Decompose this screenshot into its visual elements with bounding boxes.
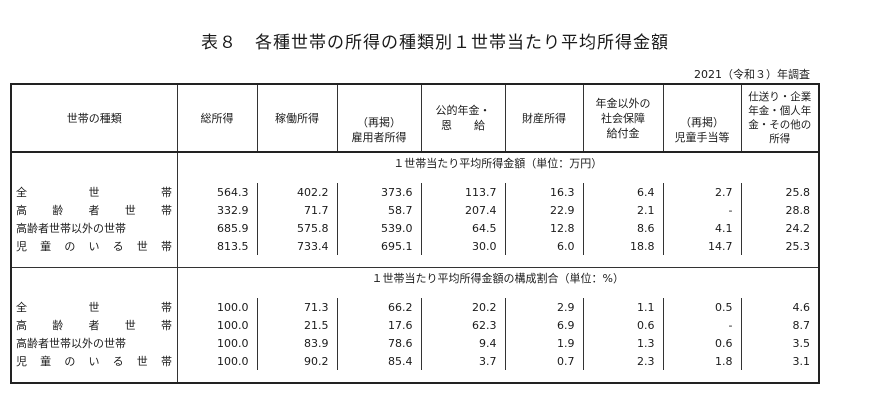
- table-row: 児童のいる世帯 100.0 90.2 85.4 3.7 0.7 2.3 1.8 3.1: [11, 352, 819, 370]
- table-cell: 2.9: [504, 298, 583, 316]
- table-cell: 0.6: [582, 316, 663, 334]
- table-cell: 539.0: [336, 219, 421, 237]
- table-title: 表８ 各種世帯の所得の種類別１世帯当たり平均所得金額: [201, 33, 669, 53]
- table-cell: 695.1: [336, 237, 421, 255]
- table-cell: 1.9: [504, 334, 583, 352]
- table-cell: 402.2: [256, 183, 337, 201]
- section-title-ratio: １世帯当たり平均所得金額の構成割合（単位：%）: [176, 267, 819, 286]
- table-cell: 62.3: [420, 316, 505, 334]
- header-public-pension: 公的年金・ 恩 給: [420, 83, 506, 153]
- table-cell: 85.4: [336, 352, 421, 370]
- table-cell: 24.2: [740, 219, 819, 237]
- table-cell: 1.1: [582, 298, 663, 316]
- table-cell: 113.7: [420, 183, 505, 201]
- table-cell: 3.1: [740, 352, 819, 370]
- table-row: 全世帯 100.0 71.3 66.2 20.2 2.9 1.1 0.5 4.6: [11, 298, 819, 316]
- table-cell: 25.3: [740, 237, 819, 255]
- table-cell: 0.7: [504, 352, 583, 370]
- table-cell: 18.8: [582, 237, 663, 255]
- table-cell: 90.2: [256, 352, 337, 370]
- header-household-type: 世帯の種類: [10, 83, 178, 153]
- table-cell: 71.3: [256, 298, 337, 316]
- table-cell: 100.0: [176, 352, 257, 370]
- table-cell: -: [662, 201, 741, 219]
- table-row: 高齢者世帯以外の世帯 685.9 575.8 539.0 64.5 12.8 8.6 4.1 2…: [11, 219, 819, 237]
- table-cell: 71.7: [256, 201, 337, 219]
- header-work-income: 稼働所得: [256, 83, 338, 153]
- table-cell: 22.9: [504, 201, 583, 219]
- table-cell: 2.7: [662, 183, 741, 201]
- header-total-income: 総所得: [176, 83, 258, 153]
- table-cell: 1.3: [582, 334, 663, 352]
- header-property-income: 財産所得: [504, 83, 584, 153]
- table-cell: 3.7: [420, 352, 505, 370]
- table-cell: 14.7: [662, 237, 741, 255]
- table-cell: 332.9: [176, 201, 257, 219]
- header-employee-income: （再掲） 雇用者所得: [336, 83, 422, 153]
- row-label-non-elderly: 高齢者世帯以外の世帯: [16, 222, 126, 235]
- table-cell: 6.4: [582, 183, 663, 201]
- header-other-income: 仕送り・企業 年金・個人年 金・その他の 所得: [740, 83, 820, 153]
- row-label-child: 児童のいる世帯: [16, 355, 172, 368]
- row-label-all: 全世帯: [16, 186, 172, 199]
- table-cell: 4.6: [740, 298, 819, 316]
- table-cell: 28.8: [740, 201, 819, 219]
- table-cell: 6.0: [504, 237, 583, 255]
- table-row: 高齢者世帯 100.0 21.5 17.6 62.3 6.9 0.6-8.7: [11, 316, 819, 334]
- row-label-elderly: 高齢者世帯: [16, 204, 172, 217]
- survey-note: 2021（令和３）年調査: [694, 68, 810, 81]
- row-label-elderly: 高齢者世帯: [16, 319, 172, 332]
- table-cell: 207.4: [420, 201, 505, 219]
- header-child-allowance: （再掲） 児童手当等: [662, 83, 742, 153]
- row-label-non-elderly: 高齢者世帯以外の世帯: [16, 337, 126, 350]
- row-label-child: 児童のいる世帯: [16, 240, 172, 253]
- table-cell: 564.3: [176, 183, 257, 201]
- row-label-all: 全世帯: [16, 301, 172, 314]
- table-cell: 3.5: [740, 334, 819, 352]
- table-cell: 2.3: [582, 352, 663, 370]
- table-cell: 100.0: [176, 334, 257, 352]
- table-cell: 100.0: [176, 316, 257, 334]
- table-cell: 0.6: [662, 334, 741, 352]
- table-cell: 575.8: [256, 219, 337, 237]
- table-cell: 8.6: [582, 219, 663, 237]
- income-table: 世帯の種類 総所得 稼働所得 （再掲） 雇用者所得 公的年金・ 恩 給 財産所得…: [10, 83, 820, 384]
- header-social-security: 年金以外の 社会保障 給付金: [582, 83, 664, 153]
- table-cell: 685.9: [176, 219, 257, 237]
- table-cell: 373.6: [336, 183, 421, 201]
- table-cell: 83.9: [256, 334, 337, 352]
- table-cell: 25.8: [740, 183, 819, 201]
- table-cell: 21.5: [256, 316, 337, 334]
- table-cell: 64.5: [420, 219, 505, 237]
- table-row: 児童のいる世帯 813.5 733.4 695.1 30.0 6.0 18.8 14.7 25.…: [11, 237, 819, 255]
- table-cell: 4.1: [662, 219, 741, 237]
- table-row: 高齢者世帯 332.9 71.7 58.7 207.4 22.9 2.1-28.8: [11, 201, 819, 219]
- table-cell: 78.6: [336, 334, 421, 352]
- table-cell: 2.1: [582, 201, 663, 219]
- table-cell: 733.4: [256, 237, 337, 255]
- table-row: 高齢者世帯以外の世帯 100.0 83.9 78.6 9.4 1.9 1.3 0.6 3.5: [11, 334, 819, 352]
- table-cell: 6.9: [504, 316, 583, 334]
- table-cell: -: [662, 316, 741, 334]
- table-cell: 8.7: [740, 316, 819, 334]
- table-row: 全世帯 564.3 402.2 373.6 113.7 16.3 6.4 2.7 25.8: [11, 183, 819, 201]
- table-cell: 100.0: [176, 298, 257, 316]
- table-cell: 813.5: [176, 237, 257, 255]
- table-cell: 58.7: [336, 201, 421, 219]
- table-cell: 66.2: [336, 298, 421, 316]
- table-cell: 17.6: [336, 316, 421, 334]
- table-cell: 20.2: [420, 298, 505, 316]
- section-title-amount: １世帯当たり平均所得金額（単位：万円）: [176, 152, 819, 171]
- table-cell: 30.0: [420, 237, 505, 255]
- table-cell: 1.8: [662, 352, 741, 370]
- table-cell: 0.5: [662, 298, 741, 316]
- table-cell: 9.4: [420, 334, 505, 352]
- table-cell: 16.3: [504, 183, 583, 201]
- table-cell: 12.8: [504, 219, 583, 237]
